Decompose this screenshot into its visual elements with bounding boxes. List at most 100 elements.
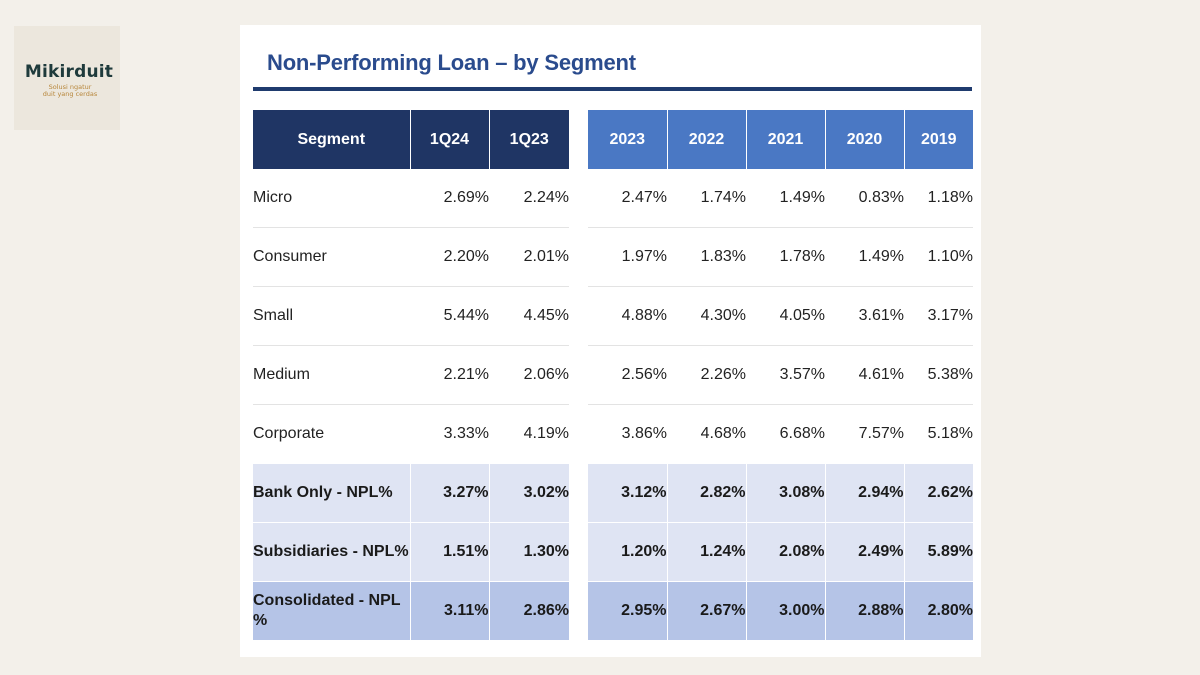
value-cell: 3.08%	[746, 463, 826, 523]
value-cell: 3.02%	[489, 463, 569, 523]
logo-tagline-line1: Solusi ngatur	[48, 83, 92, 91]
value-cell: 2.47%	[621, 189, 667, 206]
value-cell: 1.20%	[588, 522, 668, 582]
logo-box: Mikirduit Solusi ngatur duit yang cerdas	[14, 26, 120, 130]
header-2020: 2020	[825, 110, 905, 169]
value-cell: 3.61%	[825, 286, 904, 346]
value-cell: 1.78%	[746, 227, 825, 287]
value-cell: 1.10%	[904, 227, 973, 287]
table-row: Subsidiaries - NPL% 1.51% 1.30%	[253, 522, 569, 582]
segment-cell: Subsidiaries - NPL%	[253, 522, 411, 582]
value-cell: 2.21%	[410, 345, 489, 405]
value-cell: 3.27%	[410, 463, 490, 523]
table-row: Small 5.44% 4.45%	[253, 286, 569, 346]
value-cell: 2.80%	[904, 581, 973, 640]
value-cell: 2.56%	[588, 345, 667, 405]
segment-cell: Small	[253, 286, 410, 346]
table-row: Micro 2.69% 2.24%	[253, 169, 569, 228]
value-cell: 5.89%	[904, 522, 973, 582]
value-cell: 4.61%	[825, 345, 904, 405]
table-row: 1.97% 1.83% 1.78% 1.49% 1.10%	[588, 227, 973, 287]
table-row: Medium 2.21% 2.06%	[253, 345, 569, 405]
header-1q24: 1Q24	[410, 110, 490, 169]
segment-year-table: 2023 2022 2021 2020 2019 2.47% 1.74% 1.49%…	[588, 110, 973, 640]
value-cell: 1.51%	[410, 522, 490, 582]
value-cell: 2.67%	[667, 581, 747, 640]
value-cell: 2.82%	[667, 463, 747, 523]
table-row: Consolidated - NPL % 3.11% 2.86%	[253, 581, 569, 640]
value-cell: 0.83%	[858, 189, 904, 206]
header-2023: 2023	[588, 110, 668, 169]
table-row: 3.12% 2.82% 3.08% 2.94% 2.62%	[588, 463, 973, 523]
value-cell: 2.24%	[523, 189, 569, 206]
table-row: Corporate 3.33% 4.19%	[253, 404, 569, 464]
header-2022: 2022	[667, 110, 747, 169]
slide-panel: Non-Performing Loan – by Segment Segment…	[240, 25, 981, 657]
value-cell: 3.12%	[588, 463, 668, 523]
value-cell: 1.18%	[927, 189, 973, 206]
value-cell: 1.49%	[779, 189, 825, 206]
segment-cell: Consumer	[253, 227, 410, 287]
slide-title: Non-Performing Loan – by Segment	[267, 50, 636, 75]
value-cell: 1.30%	[489, 522, 569, 582]
value-cell: 2.94%	[825, 463, 905, 523]
table-row: Consumer 2.20% 2.01%	[253, 227, 569, 287]
value-cell: 3.00%	[746, 581, 826, 640]
value-cell: 1.83%	[667, 227, 746, 287]
value-cell: 2.08%	[746, 522, 826, 582]
value-cell: 2.95%	[588, 581, 668, 640]
value-cell: 5.18%	[904, 404, 973, 464]
logo-tagline-line2: duit yang cerdas	[42, 90, 98, 98]
segment-cell: Corporate	[253, 404, 410, 464]
value-cell: 1.74%	[700, 189, 746, 206]
value-cell: 1.97%	[588, 227, 667, 287]
header-segment: Segment	[253, 110, 411, 169]
value-cell: 2.69%	[443, 189, 489, 206]
table-row: 2.95% 2.67% 3.00% 2.88% 2.80%	[588, 581, 973, 640]
value-cell: 3.33%	[410, 404, 489, 464]
value-cell: 5.38%	[904, 345, 973, 405]
value-cell: 2.49%	[825, 522, 905, 582]
title-divider	[253, 87, 972, 91]
table-row: 2.56% 2.26% 3.57% 4.61% 5.38%	[588, 345, 973, 405]
value-cell: 3.57%	[746, 345, 825, 405]
value-cell: 7.57%	[825, 404, 904, 464]
table-row: 2.47% 1.74% 1.49% 0.83% 1.18%	[588, 169, 973, 228]
table-header-row: Segment 1Q24 1Q23	[253, 110, 569, 169]
table-row: 4.88% 4.30% 4.05% 3.61% 3.17%	[588, 286, 973, 346]
segment-cell: Medium	[253, 345, 410, 405]
table-row: 3.86% 4.68% 6.68% 7.57% 5.18%	[588, 404, 973, 464]
logo-tagline: Solusi ngatur duit yang cerdas	[24, 84, 116, 98]
value-cell: 1.24%	[667, 522, 747, 582]
value-cell: 2.20%	[410, 227, 489, 287]
table-row: Bank Only - NPL% 3.27% 3.02%	[253, 463, 569, 523]
table-header-row: 2023 2022 2021 2020 2019	[588, 110, 973, 169]
value-cell: 2.06%	[489, 345, 569, 405]
value-cell: 2.26%	[667, 345, 746, 405]
value-cell: 2.88%	[825, 581, 905, 640]
value-cell: 4.88%	[588, 286, 667, 346]
value-cell: 4.05%	[746, 286, 825, 346]
value-cell: 4.30%	[667, 286, 746, 346]
value-cell: 4.68%	[667, 404, 746, 464]
value-cell: 3.11%	[410, 581, 490, 640]
value-cell: 2.62%	[904, 463, 973, 523]
value-cell: 2.86%	[489, 581, 569, 640]
value-cell: 4.45%	[489, 286, 569, 346]
header-2019: 2019	[904, 110, 973, 169]
logo-title: Mikirduit	[24, 62, 114, 82]
value-cell: 3.86%	[588, 404, 667, 464]
segment-quarter-table: Segment 1Q24 1Q23 Micro 2.69% 2.24% Consume…	[253, 110, 569, 640]
segment-cell: Micro	[253, 189, 293, 206]
value-cell: 6.68%	[746, 404, 825, 464]
segment-cell: Bank Only - NPL%	[253, 463, 411, 523]
header-2021: 2021	[746, 110, 826, 169]
value-cell: 2.01%	[489, 227, 569, 287]
header-1q23: 1Q23	[489, 110, 569, 169]
value-cell: 4.19%	[489, 404, 569, 464]
value-cell: 1.49%	[825, 227, 904, 287]
value-cell: 3.17%	[904, 286, 973, 346]
table-row: 1.20% 1.24% 2.08% 2.49% 5.89%	[588, 522, 973, 582]
segment-cell: Consolidated - NPL %	[253, 581, 411, 640]
value-cell: 5.44%	[410, 286, 489, 346]
